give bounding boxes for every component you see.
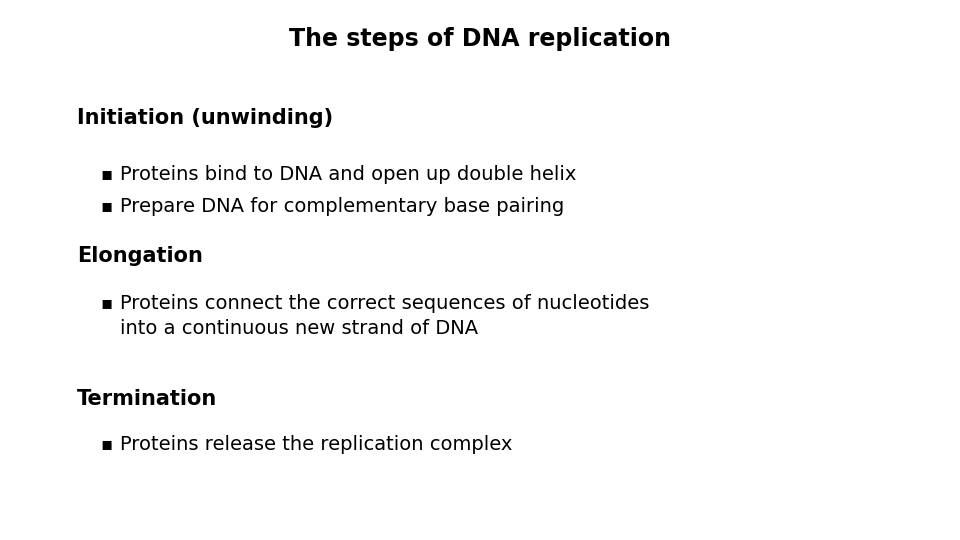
Text: Proteins connect the correct sequences of nucleotides
into a continuous new stra: Proteins connect the correct sequences o…: [120, 294, 649, 338]
Text: ▪: ▪: [101, 435, 113, 453]
Text: Termination: Termination: [77, 389, 217, 409]
Text: Proteins bind to DNA and open up double helix: Proteins bind to DNA and open up double …: [120, 165, 576, 184]
Text: The steps of DNA replication: The steps of DNA replication: [289, 27, 671, 51]
Text: ▪: ▪: [101, 197, 113, 215]
Text: ▪: ▪: [101, 294, 113, 312]
Text: Proteins release the replication complex: Proteins release the replication complex: [120, 435, 513, 454]
Text: Elongation: Elongation: [77, 246, 203, 266]
Text: ▪: ▪: [101, 165, 113, 183]
Text: Initiation (unwinding): Initiation (unwinding): [77, 108, 333, 128]
Text: Prepare DNA for complementary base pairing: Prepare DNA for complementary base pairi…: [120, 197, 564, 216]
